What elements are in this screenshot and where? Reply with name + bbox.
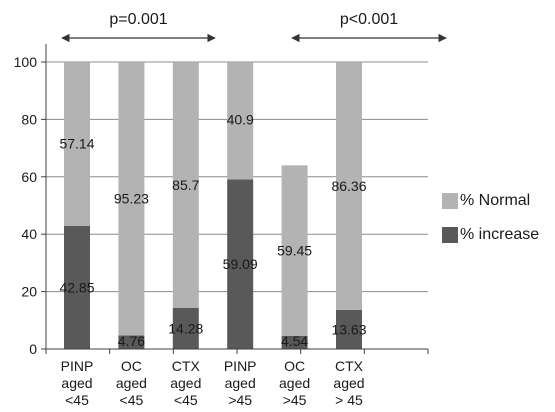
data-label-normal-5: 86.36 <box>331 178 366 194</box>
x-category-label-1-1: aged <box>116 375 147 391</box>
x-category-label-2-0: CTX <box>172 358 201 374</box>
legend-swatch-normal <box>442 193 458 209</box>
x-category-label-4-0: OC <box>284 358 305 374</box>
bars <box>64 62 362 349</box>
x-category-label-4-2: >45 <box>283 392 307 408</box>
y-tick-label-40: 40 <box>21 226 37 242</box>
x-category-label-0-0: PINP <box>61 358 94 374</box>
data-label-increase-5: 13.63 <box>331 321 366 337</box>
y-tick-label-100: 100 <box>14 54 38 70</box>
x-category-label-0-1: aged <box>61 375 92 391</box>
legend-label-increase: % increase <box>460 226 540 243</box>
annotation-text-0: p=0.001 <box>109 11 167 28</box>
legend-item-normal: % Normal <box>442 192 530 210</box>
x-category-labels: PINPaged<45OCaged<45CTXaged<45PINPaged>4… <box>61 358 365 408</box>
bar-normal-0 <box>64 62 90 227</box>
y-tick-labels: 0 20 40 60 80 100 <box>14 54 38 357</box>
x-category-label-3-2: >45 <box>228 392 252 408</box>
bar-normal-3 <box>227 62 254 180</box>
legend-swatch-increase <box>442 227 458 243</box>
x-category-label-1-2: <45 <box>120 392 144 408</box>
data-label-normal-2: 85.7 <box>172 177 199 193</box>
data-label-normal-3: 40.9 <box>227 111 254 127</box>
bar-increase-0 <box>64 226 90 349</box>
bar-normal-1 <box>118 62 145 336</box>
legend-item-increase: % increase <box>442 226 539 244</box>
x-category-label-0-2: <45 <box>65 392 89 408</box>
data-label-normal-0: 57.14 <box>59 135 94 151</box>
y-tick-label-60: 60 <box>21 169 37 185</box>
x-category-label-2-1: aged <box>170 375 201 391</box>
annotations: p=0.001 p<0.001 <box>61 11 447 43</box>
bar-increase-4 <box>281 335 308 349</box>
axes <box>41 44 429 354</box>
bar-normal-2 <box>172 62 199 309</box>
x-category-label-1-0: OC <box>121 358 142 374</box>
x-category-label-5-0: CTX <box>335 358 364 374</box>
y-tick-label-80: 80 <box>21 111 37 127</box>
data-label-increase-4: 4.54 <box>281 333 308 349</box>
x-category-label-5-1: aged <box>333 375 364 391</box>
x-category-label-3-1: aged <box>225 375 256 391</box>
bar-normal-5 <box>336 62 362 310</box>
data-label-normal-4: 59.45 <box>277 243 312 259</box>
x-category-label-4-1: aged <box>279 375 310 391</box>
annotation-text-1: p<0.001 <box>340 11 398 28</box>
data-labels: 42.85 57.14 4.76 95.23 14.28 85.7 59.09 40.9 4.5… <box>59 111 366 349</box>
data-label-increase-0: 42.85 <box>59 280 94 296</box>
legend-label-normal: % Normal <box>460 192 531 209</box>
data-label-increase-3: 59.09 <box>223 256 258 272</box>
x-category-label-5-2: > 45 <box>335 392 363 408</box>
y-tick-label-20: 20 <box>21 284 37 300</box>
data-label-increase-2: 14.28 <box>168 321 203 337</box>
y-tick-label-0: 0 <box>29 341 37 357</box>
bar-increase-5 <box>336 309 362 349</box>
data-label-increase-1: 4.76 <box>118 333 145 349</box>
bar-increase-3 <box>227 179 254 349</box>
x-category-label-2-2: <45 <box>174 392 198 408</box>
bar-normal-4 <box>281 165 308 336</box>
bar-increase-1 <box>118 335 145 349</box>
data-label-normal-1: 95.23 <box>114 191 149 207</box>
x-category-label-3-0: PINP <box>224 358 257 374</box>
bar-increase-2 <box>172 308 199 349</box>
